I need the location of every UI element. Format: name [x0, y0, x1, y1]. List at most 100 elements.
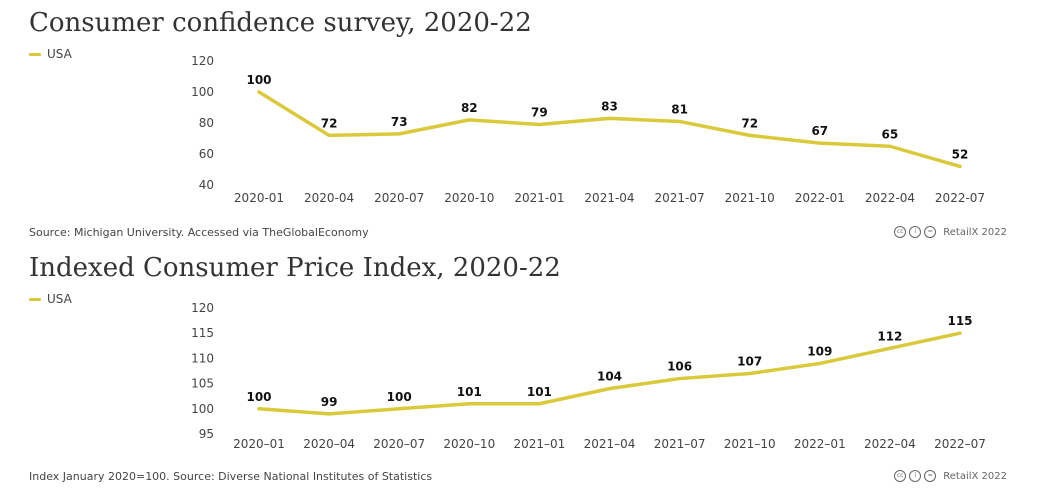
data-point — [257, 90, 261, 94]
x-tick-label: 2021–04 — [584, 437, 636, 451]
data-label: 72 — [321, 116, 338, 130]
data-point — [958, 331, 962, 335]
data-label: 72 — [741, 116, 758, 130]
data-point — [257, 407, 261, 411]
data-label: 100 — [387, 390, 412, 404]
source-note: Source: Michigan University. Accessed vi… — [29, 226, 369, 239]
data-point — [327, 412, 331, 416]
x-tick-label: 2021-04 — [584, 191, 634, 205]
plot-area: 95 100 105 110 115 120 2020–01 2020–04 2020–07 20… — [191, 301, 986, 451]
x-tick-label: 2022–07 — [934, 437, 986, 451]
y-tick-label: 105 — [191, 377, 214, 391]
credit-text: RetailX 2022 — [943, 226, 1007, 238]
data-label: 73 — [391, 115, 408, 129]
legend-swatch — [29, 297, 41, 301]
data-point — [608, 116, 611, 120]
chart-title: Consumer confidence survey, 2020-22 — [29, 8, 532, 38]
data-label: 52 — [952, 147, 969, 161]
data-point — [327, 133, 331, 137]
x-tick-label: 2020–04 — [303, 437, 355, 451]
x-tick-label: 2021-01 — [514, 191, 564, 205]
data-label: 83 — [601, 99, 618, 113]
credit: cc i = RetailX 2022 — [894, 470, 1007, 482]
y-tick-label: 60 — [199, 147, 214, 161]
data-point — [888, 144, 892, 148]
y-tick-label: 95 — [199, 427, 214, 441]
y-tick-label: 80 — [199, 116, 214, 130]
data-point — [397, 132, 401, 136]
x-tick-label: 2020-07 — [374, 191, 424, 205]
data-label: 100 — [246, 73, 271, 87]
data-point — [818, 361, 822, 365]
cc-icon: cc — [894, 226, 907, 238]
data-point — [818, 141, 822, 145]
y-tick-label: 110 — [191, 351, 214, 365]
data-point — [537, 123, 541, 127]
data-label: 115 — [947, 314, 972, 328]
y-tick-label: 100 — [191, 85, 214, 99]
y-tick-label: 100 — [191, 402, 214, 416]
x-tick-label: 2021–01 — [513, 437, 565, 451]
legend-label: USA — [47, 47, 72, 61]
data-point — [678, 377, 682, 381]
legend: USA — [29, 47, 72, 61]
data-point — [748, 133, 752, 137]
x-tick-label: 2022-04 — [865, 191, 915, 205]
chart-title: Indexed Consumer Price Index, 2020-22 — [29, 253, 561, 283]
data-point — [397, 407, 401, 411]
x-tick-label: 2022–04 — [864, 437, 916, 451]
y-tick-label: 40 — [199, 178, 214, 192]
y-tick-label: 120 — [191, 301, 214, 315]
legend-label: USA — [47, 292, 72, 306]
data-label: 79 — [531, 106, 548, 120]
y-tick-label: 115 — [191, 326, 214, 340]
data-label: 100 — [246, 390, 271, 404]
data-point — [958, 164, 962, 168]
x-tick-label: 2020–01 — [233, 437, 285, 451]
legend: USA — [29, 292, 72, 306]
data-point — [748, 372, 752, 376]
data-label: 107 — [737, 355, 762, 369]
x-tick-label: 2022-07 — [935, 191, 985, 205]
data-point — [467, 118, 471, 122]
chart-cpi: Indexed Consumer Price Index, 2020-22 US… — [0, 250, 1039, 495]
nd-icon: = — [924, 226, 937, 238]
credit: cc i = RetailX 2022 — [894, 226, 1007, 238]
source-note: Index January 2020=100. Source: Diverse … — [29, 470, 433, 483]
data-label: 101 — [457, 385, 482, 399]
x-tick-label: 2020–07 — [373, 437, 425, 451]
data-label: 106 — [667, 360, 692, 374]
x-tick-label: 2021-10 — [725, 191, 775, 205]
y-tick-label: 120 — [191, 54, 214, 68]
x-tick-label: 2020-10 — [444, 191, 494, 205]
data-point — [537, 402, 541, 406]
credit-text: RetailX 2022 — [943, 470, 1007, 482]
data-label: 65 — [882, 127, 899, 141]
legend-swatch — [29, 52, 41, 56]
chart-consumer-confidence: Consumer confidence survey, 2020-22 USA … — [0, 0, 1039, 245]
x-tick-label: 2020-04 — [304, 191, 354, 205]
data-label: 112 — [877, 329, 902, 343]
x-tick-label: 2021-07 — [655, 191, 705, 205]
x-tick-label: 2021–07 — [654, 437, 706, 451]
data-label: 99 — [321, 395, 338, 409]
data-label: 101 — [527, 385, 552, 399]
data-label: 82 — [461, 101, 478, 115]
data-point — [678, 119, 682, 123]
by-icon: i — [909, 226, 922, 238]
nd-icon: = — [924, 470, 937, 482]
x-tick-label: 2020-01 — [234, 191, 284, 205]
x-tick-label: 2022–01 — [794, 437, 846, 451]
data-point — [467, 402, 471, 406]
x-tick-label: 2021–10 — [724, 437, 776, 451]
x-tick-label: 2020–10 — [443, 437, 495, 451]
data-label: 67 — [811, 124, 828, 138]
data-label: 104 — [597, 370, 622, 384]
data-label: 81 — [671, 102, 688, 116]
data-point — [888, 346, 892, 350]
data-label: 109 — [807, 344, 832, 358]
plot-area: 40 60 80 100 120 2020-01 2020-04 2020-07 2020-10… — [191, 54, 985, 205]
x-tick-label: 2022-01 — [795, 191, 845, 205]
data-point — [608, 387, 611, 391]
cc-icon: cc — [894, 470, 907, 482]
